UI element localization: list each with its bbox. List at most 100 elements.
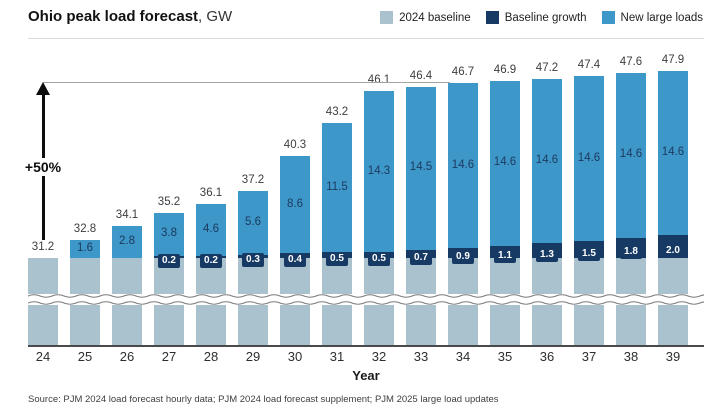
new-large-loads-value-label: 1.6	[77, 241, 93, 254]
bar-segment-baseline-upper	[70, 258, 100, 295]
baseline-growth-value-pill: 0.2	[148, 250, 190, 268]
bar-segment-baseline-lower	[364, 304, 394, 345]
x-tick-label: 27	[161, 349, 177, 364]
new-large-loads-value-label: 8.6	[287, 197, 303, 210]
bar-segment-baseline-lower	[238, 304, 268, 345]
new-large-loads-value-label: 2.8	[119, 235, 135, 248]
legend-label: Baseline growth	[504, 11, 587, 24]
legend-label: 2024 baseline	[399, 11, 471, 24]
new-large-loads-value-label: 14.6	[535, 153, 559, 166]
legend: 2024 baseline Baseline growth New large lo…	[380, 11, 703, 24]
bar-segment-baseline-upper	[112, 258, 142, 295]
baseline-growth-value-pill: 0.2	[190, 250, 232, 268]
chart-title-unit: , GW	[198, 8, 233, 25]
baseline-growth-value-label: 0.7	[410, 251, 432, 266]
x-tick-label: 32	[371, 349, 387, 364]
bar-total-label: 46.1	[367, 74, 391, 87]
x-tick-label: 35	[497, 349, 513, 364]
bar-segment-baseline-upper	[658, 258, 688, 295]
bar-segment-baseline-lower	[490, 304, 520, 345]
bar-total-label: 47.6	[619, 56, 643, 68]
x-tick-label: 25	[77, 349, 93, 364]
bar-segment-baseline-lower	[574, 304, 604, 345]
bar-segment-baseline-upper	[28, 258, 58, 295]
baseline-growth-value-label: 2.0	[662, 243, 684, 258]
baseline-growth-value-label: 0.5	[368, 252, 390, 267]
legend-item-0: 2024 baseline	[380, 11, 471, 24]
legend-item-2: New large loads	[601, 11, 703, 24]
bar-segment-new-large-loads	[196, 203, 226, 256]
axis-break-icon	[28, 294, 704, 305]
bar-segment-baseline-lower	[28, 304, 58, 345]
baseline-growth-value-label: 1.5	[578, 246, 600, 261]
new-large-loads-value-label: 14.6	[451, 158, 475, 171]
x-tick-label: 38	[623, 349, 639, 364]
source-note: Source: PJM 2024 load forecast hourly da…	[28, 394, 499, 405]
baseline-growth-value-pill: 0.5	[358, 248, 400, 267]
x-tick-label: 28	[203, 349, 219, 364]
bar-segment-new-large-loads	[112, 226, 142, 258]
bar-segment-baseline-upper	[532, 258, 562, 295]
bar-segment-baseline-upper	[490, 258, 520, 295]
baseline-growth-value-pill: 0.5	[316, 248, 358, 267]
bar-segment-baseline-lower	[322, 304, 352, 345]
x-tick-label: 30	[287, 349, 303, 364]
baseline-growth-value-label: 0.2	[158, 253, 180, 268]
bar-segment-baseline-lower	[112, 304, 142, 345]
bar-total-label: 35.2	[157, 195, 181, 208]
bar-segment-new-large-loads	[406, 86, 436, 251]
bar-segment-baseline-upper	[616, 258, 646, 295]
bar-total-label: 47.2	[535, 61, 559, 74]
new-large-loads-value-label: 14.6	[577, 151, 601, 164]
x-tick-label: 39	[665, 349, 681, 364]
baseline-growth-value-pill: 1.3	[526, 244, 568, 262]
new-large-loads-value-label: 14.5	[409, 161, 433, 174]
x-tick-label: 33	[413, 349, 429, 364]
bar-segment-baseline-lower	[532, 304, 562, 345]
new-large-loads-value-label: 11.5	[326, 180, 348, 193]
bar-segment-new-large-loads	[322, 122, 352, 253]
header-divider	[28, 38, 704, 39]
bar-total-label: 34.1	[115, 209, 139, 222]
bar-total-label: 46.4	[409, 69, 433, 82]
bar-segment-new-large-loads	[238, 191, 268, 255]
chart-title: Ohio peak load forecast, GW	[28, 8, 232, 25]
baseline-growth-value-label: 1.3	[536, 247, 558, 262]
bar-segment-new-large-loads	[532, 78, 562, 244]
bar-segment-baseline-lower	[448, 304, 478, 345]
x-tick-label: 36	[539, 349, 555, 364]
baseline-growth-value-pill: 1.1	[484, 245, 526, 263]
baseline-growth-value-pill: 1.5	[568, 243, 610, 261]
legend-swatch-icon	[380, 11, 394, 24]
bar-segment-new-large-loads	[574, 76, 604, 242]
new-large-loads-value-label: 14.6	[493, 156, 517, 169]
bar-segment-new-large-loads	[616, 73, 646, 238]
baseline-growth-value-pill: 0.7	[400, 247, 442, 266]
bar-segment-baseline-upper	[448, 258, 478, 295]
bar-total-label: 47.4	[577, 59, 601, 72]
baseline-growth-value-label: 0.3	[242, 253, 264, 268]
bar-segment-new-large-loads	[364, 91, 394, 253]
x-axis-title: Year	[352, 368, 380, 383]
x-tick-label: 37	[581, 349, 597, 364]
bar-total-label: 32.8	[73, 222, 97, 235]
bar-segment-new-large-loads	[658, 70, 688, 236]
baseline-growth-value-pill: 0.9	[442, 246, 484, 264]
bar-segment-baseline-lower	[154, 304, 184, 345]
baseline-growth-value-label: 0.9	[452, 249, 474, 264]
baseline-growth-value-pill: 2.0	[652, 240, 694, 258]
bar-segment-baseline-upper	[574, 258, 604, 295]
plus50-label: +50%	[17, 158, 69, 176]
chart-title-main: Ohio peak load forecast	[28, 8, 199, 25]
x-tick-label: 29	[245, 349, 261, 364]
bar-segment-baseline-lower	[406, 304, 436, 345]
x-tick-label: 26	[119, 349, 135, 364]
baseline-growth-value-label: 0.5	[326, 252, 348, 267]
bar-total-label: 40.3	[283, 139, 307, 152]
bar-segment-baseline-lower	[658, 304, 688, 345]
bar-segment-new-large-loads	[490, 80, 520, 246]
bar-total-label: 36.1	[199, 186, 223, 199]
x-tick-label: 24	[35, 349, 51, 364]
bar-segment-baseline-lower	[196, 304, 226, 345]
